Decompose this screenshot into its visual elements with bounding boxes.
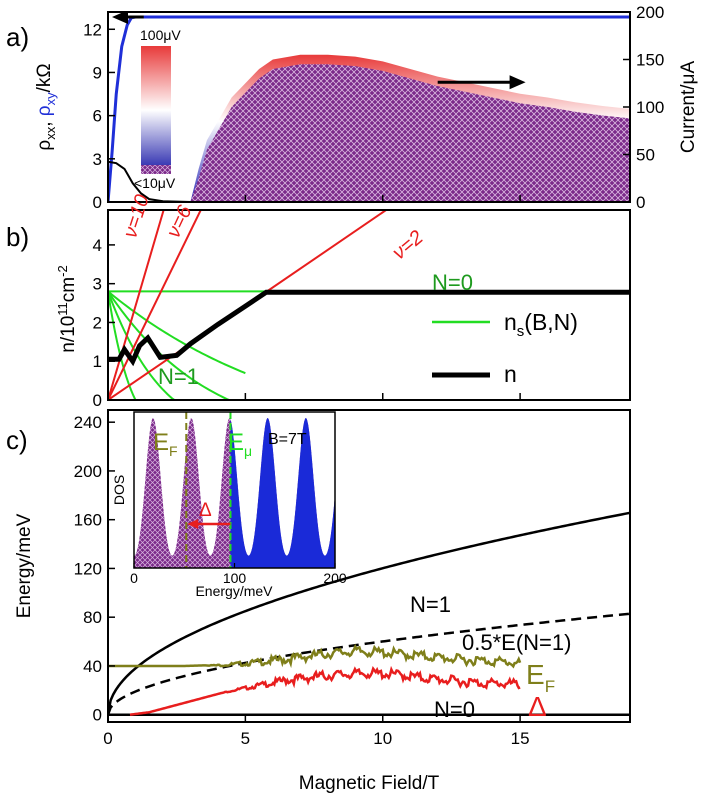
panel-a-ytick-right-label: 50 (636, 146, 655, 165)
panel-b-ytick-label: 2 (93, 313, 102, 332)
annotation-half: 0.5*E(N=1) (462, 630, 571, 655)
inset-dos-filled (230, 418, 335, 568)
panel-b: b) 0 1 2 3 4 n/1011cm-2 N=0 N=1 ns(B,N) n ν=… (6, 192, 631, 410)
inset-xtick-label: 0 (130, 570, 138, 586)
filling-factor-label: ν=2 (388, 226, 427, 264)
panel-a-ytick-left-label: 0 (93, 193, 102, 212)
panel-b-ylabel: n/1011cm-2 (55, 265, 79, 352)
panel-c-frame (107, 409, 631, 723)
arrow-right-head (509, 75, 526, 90)
panel-a-ytick-left-label: 6 (93, 107, 102, 126)
inset-emu-label: Eμ (228, 429, 252, 459)
inset-ylabel: DOS (111, 475, 127, 505)
ns-curve (108, 291, 246, 400)
n-curve (108, 289, 630, 367)
colorbar-gradient (141, 46, 171, 174)
panel-b-ytick-label: 1 (93, 352, 102, 371)
inset-chart: 0 100 200 DOS Energy/meV B=7T EF Eμ Δ (111, 411, 347, 599)
filling-factor-label: ν=6 (163, 201, 197, 241)
legend-n-label: n (504, 361, 517, 387)
panel-a-ytick-left-label: 12 (83, 20, 102, 39)
panel-b-ytick-label: 4 (93, 236, 102, 255)
panel-b-ytick-label: 3 (93, 275, 102, 294)
panel-c-xtick-label: 5 (241, 729, 250, 748)
panel-b-label: b) (6, 222, 29, 252)
panel-c: c) 0 5 10 15 0 40 80 120 160 200 240 Energy/meV Ma… (6, 409, 631, 794)
annotation-n0: N=0 (432, 270, 473, 295)
panel-c-ytick-label: 40 (83, 657, 102, 676)
inset-ef-label: EF (153, 429, 178, 459)
panel-c-xtick-label: 15 (511, 729, 530, 748)
panel-c-ytick-label: 160 (74, 511, 102, 530)
colorbar-hatch (141, 165, 171, 174)
colorbar-top-label: 100μV (140, 27, 181, 43)
annotation-delta: Δ (528, 691, 547, 722)
colorbar: 100μV <10μV (134, 27, 181, 191)
panel-a-ytick-left-label: 9 (93, 63, 102, 82)
inset-field-label: B=7T (268, 431, 307, 448)
inset-delta-label: Δ (199, 500, 212, 521)
inset-xtick-label: 200 (323, 570, 347, 586)
annotation-ef: EF (526, 659, 555, 696)
current-area (190, 64, 630, 202)
panel-b-frame (107, 209, 631, 401)
landau-n1-curve (108, 511, 630, 715)
ns-curve (108, 290, 246, 375)
panel-a-ytick-left-label: 3 (93, 150, 102, 169)
panel-a-label: a) (6, 22, 29, 52)
legend: ns(B,N) n (432, 309, 578, 387)
annotation-c-n1: N=1 (410, 592, 451, 617)
panel-b-ytick-label: 0 (93, 391, 102, 410)
panel-c-ytick-label: 200 (74, 462, 102, 481)
panel-c-ytick-label: 240 (74, 413, 102, 432)
panel-a-ytick-right-label: 100 (636, 98, 664, 117)
panel-c-xtick-label: 10 (373, 729, 392, 748)
panel-a-ytick-right-label: 0 (636, 193, 645, 212)
panel-a-ytick-right-label: 200 (636, 3, 664, 22)
annotation-c-n0: N=0 (434, 697, 475, 722)
panel-c-ytick-label: 0 (93, 706, 102, 725)
inset-xlabel: Energy/meV (195, 583, 273, 599)
panel-c-label: c) (6, 425, 28, 455)
arrow-left-head (112, 12, 128, 25)
half-n1-curve (108, 612, 630, 716)
panel-c-xtick-label: 0 (103, 729, 112, 748)
ef-curve (108, 643, 522, 669)
panel-a-ylabel-left: ρxx, ρxy/kΩ (34, 63, 58, 150)
inset-delta-arrow-head (187, 519, 199, 529)
filling-factor-line (108, 210, 202, 400)
panel-c-ytick-label: 120 (74, 559, 102, 578)
panel-a-ytick-right-label: 150 (636, 51, 664, 70)
panel-c-xlabel: Magnetic Field/T (299, 773, 440, 794)
colorbar-bottom-label: <10μV (134, 175, 176, 191)
panel-c-ylabel: Energy/meV (14, 513, 35, 618)
delta-curve (129, 665, 521, 716)
panel-a: a) 100μV <10μV 0 3 6 9 12 0 50 100 150 200 ρxx, ρ… (6, 3, 699, 212)
ns-curve (108, 291, 246, 400)
panel-c-ytick-label: 80 (83, 608, 102, 627)
filling-factor-label: ν=10 (119, 192, 154, 241)
annotation-n1: N=1 (158, 364, 199, 389)
inset-xtick-label: 100 (223, 570, 247, 586)
legend-ns-label: ns(B,N) (504, 309, 578, 340)
panel-a-ylabel-right: Current/μA (678, 61, 699, 154)
